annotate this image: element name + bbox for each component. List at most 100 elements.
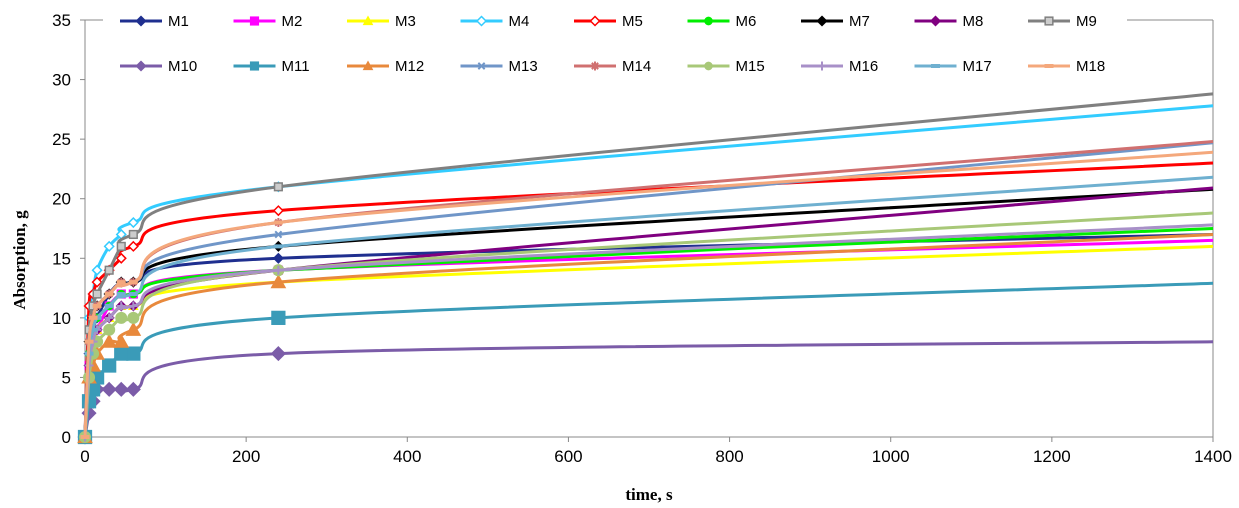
data-point	[273, 244, 283, 249]
legend-label: M9	[1076, 13, 1097, 30]
data-point	[116, 292, 126, 297]
legend-label: M5	[622, 13, 643, 30]
data-point	[101, 333, 118, 348]
legend-swatch-marker	[249, 61, 260, 71]
x-tick-label: 1200	[1033, 447, 1071, 466]
data-point	[274, 230, 283, 239]
legend-item-m5: M5	[574, 13, 643, 30]
data-point	[126, 346, 141, 361]
legend-swatch-marker	[477, 62, 486, 70]
data-point	[104, 265, 114, 275]
data-point	[271, 310, 286, 325]
series-m10	[77, 340, 1214, 445]
series-line-m2	[83, 238, 1214, 438]
series-line-m10	[83, 340, 1214, 438]
series-line-m17	[83, 175, 1214, 438]
legend-swatch-marker	[135, 60, 147, 72]
data-point	[127, 216, 139, 229]
legend-swatch-marker	[589, 15, 601, 27]
data-point	[84, 339, 94, 344]
legend-swatch-marker	[1044, 16, 1054, 26]
legend-swatch-marker	[1044, 64, 1054, 68]
legend-label: M15	[736, 58, 765, 75]
data-point	[92, 303, 102, 308]
data-point	[125, 381, 141, 397]
series-line-m5	[83, 161, 1214, 438]
data-point	[127, 240, 139, 252]
y-tick-label: 30	[52, 71, 71, 90]
y-tick-label: 20	[52, 190, 71, 209]
data-point	[114, 346, 129, 361]
x-axis-title: time, s	[625, 485, 673, 504]
data-point	[80, 435, 90, 439]
legend-item-m12: M12	[347, 58, 424, 75]
y-tick-label: 25	[52, 130, 71, 149]
y-tick-label: 0	[62, 428, 71, 447]
data-point	[272, 252, 284, 264]
series-m18	[80, 150, 1214, 439]
series-line-m18	[83, 150, 1214, 438]
legend-item-m11: M11	[233, 58, 310, 75]
data-point	[272, 205, 284, 217]
y-tick-label: 5	[62, 368, 71, 387]
legend-label: M3	[395, 13, 416, 30]
data-point	[128, 229, 138, 240]
legend-swatch-marker	[816, 15, 828, 27]
legend-item-m16: M16	[801, 58, 878, 75]
series-line-m1	[83, 233, 1214, 438]
legend-swatch-marker	[362, 15, 374, 26]
x-tick-label: 1400	[1194, 447, 1232, 466]
data-point	[104, 303, 114, 308]
y-axis-title: Absorption, g	[10, 210, 29, 310]
legend-swatch-marker	[362, 60, 374, 71]
data-point	[125, 321, 142, 336]
data-point	[102, 358, 117, 373]
data-point	[270, 346, 286, 362]
series-line-m12	[83, 233, 1214, 438]
legend-label: M6	[736, 13, 757, 30]
data-point	[273, 220, 283, 225]
legend-item-m18: M18	[1028, 58, 1105, 75]
legend-item-m9: M9	[1028, 13, 1097, 30]
data-point	[104, 292, 114, 297]
data-point	[113, 381, 129, 397]
data-point	[273, 182, 283, 192]
x-tick-label: 1000	[872, 447, 910, 466]
legend-item-m7: M7	[801, 13, 870, 30]
legend-item-m15: M15	[687, 58, 765, 75]
legend-swatch-marker	[931, 64, 940, 68]
legend-swatch-marker	[591, 61, 599, 71]
legend-swatch-marker	[704, 16, 713, 26]
legend-label: M1	[168, 13, 189, 30]
legend-swatch-marker	[475, 15, 488, 27]
data-point	[270, 274, 287, 289]
series-m11	[77, 281, 1214, 445]
series-line-m11	[83, 281, 1214, 438]
legend-label: M18	[1076, 58, 1105, 75]
legend: M1 M2 M3 M4 M5 M6 M7 M8 M9 M10 M11 M12 M13 M14 M15 M16 M…	[120, 13, 1105, 75]
data-point	[116, 280, 126, 285]
legend-swatch-marker	[135, 15, 147, 27]
legend-label: M12	[395, 58, 424, 75]
x-tick-label: 0	[80, 447, 89, 466]
y-tick-label: 15	[52, 249, 71, 268]
legend-label: M11	[282, 58, 310, 75]
legend-item-m3: M3	[347, 13, 416, 30]
data-point	[113, 333, 130, 348]
legend-item-m17: M17	[914, 58, 992, 75]
legend-label: M16	[849, 58, 878, 75]
legend-label: M10	[168, 58, 197, 75]
series-m17	[80, 175, 1214, 439]
data-point	[104, 313, 114, 323]
legend-swatch-marker	[929, 15, 942, 27]
data-point	[273, 265, 283, 275]
legend-item-m13: M13	[460, 58, 538, 75]
data-point	[91, 264, 103, 276]
legend-label: M7	[849, 13, 870, 30]
data-point	[103, 323, 116, 336]
data-point	[88, 327, 98, 332]
data-point	[115, 252, 127, 264]
data-point	[101, 381, 117, 397]
